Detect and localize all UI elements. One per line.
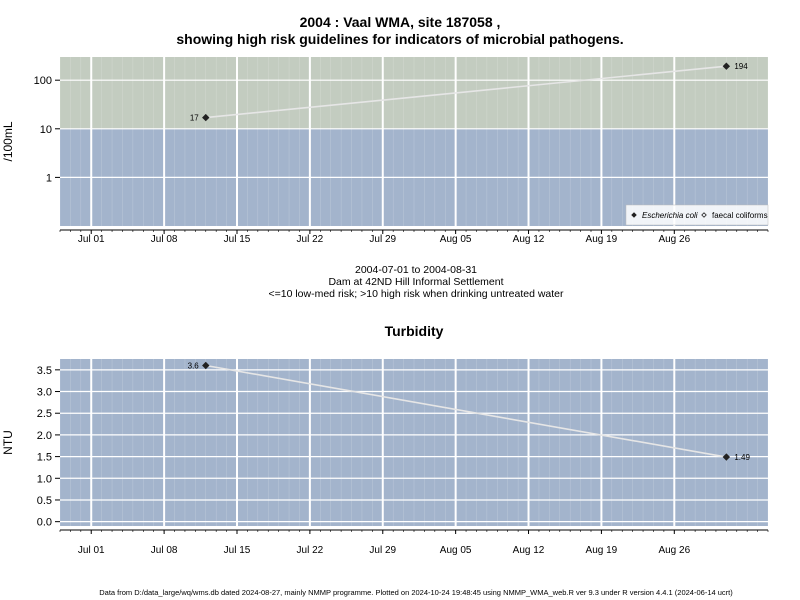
legend-label: faecal coliforms (712, 211, 768, 220)
x-tick-label: Jul 29 (369, 545, 396, 556)
data-point (722, 453, 731, 461)
x-tick-label: Jul 15 (224, 545, 251, 556)
risk-guideline-note: <=10 low-med risk; >10 high risk when dr… (268, 288, 564, 300)
y-tick-label: 0.0 (37, 517, 52, 529)
panel-title: Turbidity (385, 323, 444, 339)
x-tick-label: Aug 19 (586, 234, 618, 245)
chart-panel-2: 0.0 0.5 1.0 1.5 2.0 2.5 3.0 3.5 NTU Jul 01 Jul 08 J… (1, 323, 769, 556)
y-axis-title: /100mL (1, 121, 15, 161)
x-tick-label: Jul 08 (151, 234, 178, 245)
data-label: 1.49 (734, 453, 750, 462)
x-tick-label: Jul 29 (369, 234, 396, 245)
series-line (205, 364, 727, 458)
y-tick-label: 1.5 (37, 452, 52, 464)
legend-label: Escherichia coli (642, 211, 698, 220)
y-tick-label: 3.0 (37, 387, 52, 399)
risk-band-1 (60, 359, 768, 526)
x-tick-label: Aug 26 (658, 545, 690, 556)
legend-marker-filled (631, 212, 637, 218)
x-tick-label: Aug 12 (513, 545, 545, 556)
data-label: 17 (190, 114, 199, 123)
x-tick-label: Jul 22 (297, 545, 324, 556)
series-line (205, 65, 727, 119)
legend: Escherichia coli faecal coliforms (625, 204, 769, 226)
y-tick-label: 100 (34, 75, 52, 87)
y-axis-title: NTU (1, 430, 15, 455)
risk-band-1 (60, 57, 768, 129)
data-label: 194 (734, 62, 748, 71)
y-tick-label: 10 (40, 124, 52, 136)
x-tick-label: Jul 01 (78, 545, 105, 556)
legend-marker-open (701, 212, 707, 218)
x-tick-label: Jul 01 (78, 234, 105, 245)
y-tick-label: 3.5 (37, 365, 52, 377)
legend-box (625, 204, 769, 226)
x-tick-label: Aug 19 (586, 545, 618, 556)
y-tick-label: 2.0 (37, 430, 52, 442)
x-tick-label: Aug 12 (513, 234, 545, 245)
chart-title-line-2: showing high risk guidelines for indicat… (176, 31, 624, 47)
site-description: Dam at 42ND Hill Informal Settlement (328, 276, 504, 288)
x-tick-label: Aug 05 (440, 234, 472, 245)
chart-title-line-1: 2004 : Vaal WMA, site 187058 , (299, 14, 501, 30)
x-tick-label: Aug 26 (658, 234, 690, 245)
y-tick-label: 1.0 (37, 473, 52, 485)
x-tick-label: Jul 22 (297, 234, 324, 245)
y-tick-label: 2.5 (37, 408, 52, 420)
data-point (202, 361, 210, 370)
y-tick-label: 1 (46, 172, 52, 184)
chart-panel-1: 1 10 100/100mL Jul 01 Jul 08 Jul 15 Jul 22 Jul … (1, 57, 769, 245)
data-point (722, 62, 731, 70)
data-label: 3.6 (188, 362, 200, 371)
date-range: 2004-07-01 to 2004-08-31 (354, 264, 477, 276)
x-tick-label: Jul 08 (151, 545, 178, 556)
data-point (202, 113, 210, 122)
x-tick-label: Aug 05 (440, 545, 472, 556)
x-tick-label: Jul 15 (224, 234, 251, 245)
y-tick-label: 0.5 (37, 495, 52, 507)
footer-note: Data from D:/data_large/wq/wms.db dated … (99, 588, 733, 597)
